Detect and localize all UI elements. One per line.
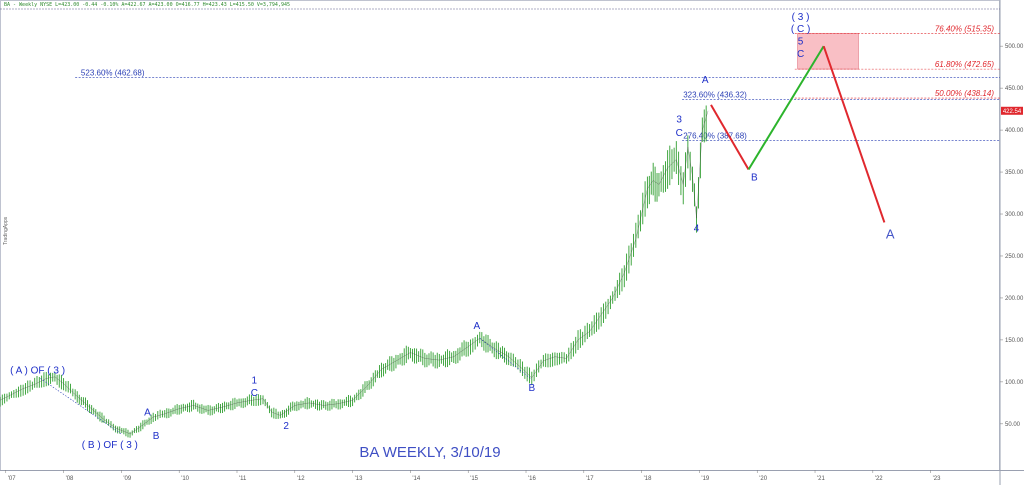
wave-label: A <box>474 321 481 332</box>
fib-label: 276.40% (387.68) <box>683 131 747 140</box>
wave-label: ( B ) OF ( 3 ) <box>82 440 138 451</box>
trend-dotted <box>479 337 532 380</box>
y-tick-label: 300.00 <box>1005 212 1024 218</box>
y-tick-label: 150.00 <box>1005 338 1024 344</box>
current-price-label: 422.54 <box>1003 109 1022 115</box>
fib-label: 323.60% (436.32) <box>683 91 747 100</box>
y-tick-label: 200.00 <box>1005 296 1024 302</box>
x-tick-label: '12 <box>297 476 305 482</box>
price-series <box>0 105 709 438</box>
x-tick-label: '10 <box>181 476 189 482</box>
x-tick-label: '23 <box>933 476 941 482</box>
wave-label: ( 3 ) <box>792 12 810 23</box>
current-price-box <box>1001 106 1023 115</box>
wave-label: 1 <box>252 376 258 387</box>
x-tick-label: '13 <box>355 476 363 482</box>
wave-label: C <box>251 388 258 399</box>
current-price-marker: 422.54 <box>1001 106 1023 115</box>
wave-label: A <box>702 75 709 86</box>
projection-lines <box>710 45 886 223</box>
wave-label: 2 <box>283 421 289 432</box>
y-tick-label: 500.00 <box>1005 44 1024 50</box>
wave-label: 5 <box>798 36 804 47</box>
target-zone <box>797 32 859 70</box>
y-tick-label: 450.00 <box>1005 86 1024 92</box>
x-tick-label: '18 <box>644 476 652 482</box>
projection-up-to-C <box>747 45 825 171</box>
wave-label: 3 <box>676 115 682 126</box>
x-tick-label: '08 <box>66 476 74 482</box>
x-tick-label: '16 <box>528 476 536 482</box>
x-tick-label: '15 <box>470 476 478 482</box>
price-line <box>0 110 709 435</box>
projection-down-to-B <box>710 104 750 171</box>
wave-label: ( C ) <box>791 24 810 35</box>
fib-label: 61.80% (472.65) <box>935 60 994 69</box>
x-tick-label: '17 <box>586 476 594 482</box>
fib-label: 523.60% (462.68) <box>81 68 145 77</box>
wave-label: B <box>528 383 535 394</box>
wave-label: 4 <box>694 224 700 235</box>
y-tick-label: 400.00 <box>1005 128 1024 134</box>
y-tick-label: 100.00 <box>1005 380 1024 386</box>
wave-label: C <box>676 128 683 139</box>
x-tick-label: '20 <box>759 476 767 482</box>
x-tick-label: '11 <box>239 476 247 482</box>
y-tick-label: 350.00 <box>1005 170 1024 176</box>
x-tick-label: '14 <box>412 476 420 482</box>
y-tick-label: 50.00 <box>1005 422 1021 428</box>
time-axis: '07 '08 '09 '10 '11 '12 '13 '14 '15 '16 '17 '18 '19 '… <box>5 470 941 482</box>
fib-label: 50.00% (438.14) <box>935 89 994 98</box>
x-tick-label: '07 <box>8 476 16 482</box>
x-tick-label: '21 <box>817 476 825 482</box>
wave-label: B <box>153 431 160 442</box>
target-zone-layer <box>797 32 859 70</box>
projection-down-to-A <box>822 45 886 223</box>
plot-frame <box>0 0 1000 471</box>
wave-label: A <box>886 226 895 241</box>
y-tick-label: 250.00 <box>1005 254 1024 260</box>
watermark: TradingApps <box>3 216 9 245</box>
wave-labels: ( A ) OF ( 3 )( B ) OF ( 3 )AB1C2AB3C4AB… <box>10 12 895 451</box>
wave-label: C <box>797 49 804 60</box>
chart-title: BA WEEKLY, 3/10/19 <box>359 444 500 461</box>
x-tick-label: '19 <box>701 476 709 482</box>
fibonacci-levels: 523.60% (462.68) 323.60% (436.32) 276.40% … <box>75 24 1000 141</box>
price-axis: 500.00 450.00 400.00 350.00 300.00 250.00 200.… <box>1000 44 1024 428</box>
wave-label: A <box>144 407 151 418</box>
x-tick-label: '22 <box>875 476 883 482</box>
fib-label: 76.40% (515.35) <box>935 24 994 33</box>
wave-label: B <box>751 172 758 183</box>
ticker-header: BA - Weekly NYSE L=423.00 -0.44 -0.10% A… <box>4 2 290 8</box>
trend-dotted <box>40 378 122 435</box>
wave-label: ( A ) OF ( 3 ) <box>10 365 65 376</box>
x-tick-label: '09 <box>123 476 131 482</box>
